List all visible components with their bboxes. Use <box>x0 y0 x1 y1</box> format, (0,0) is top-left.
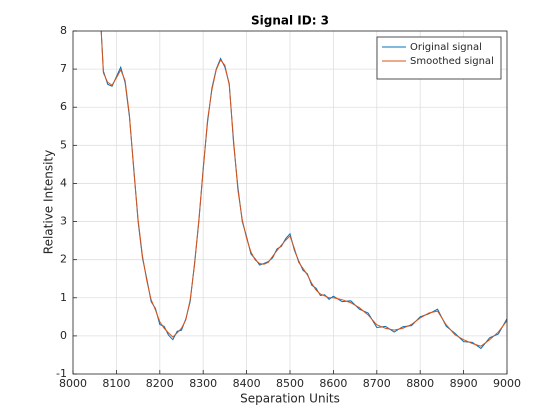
y-tick-label: 4 <box>60 176 67 189</box>
x-tick-label: 8800 <box>406 377 434 390</box>
y-tick-label: 2 <box>60 253 67 266</box>
series-line <box>100 31 507 347</box>
x-tick-label: 8200 <box>146 377 174 390</box>
x-tick-label: 8300 <box>189 377 217 390</box>
y-tick-label: 5 <box>60 138 67 151</box>
y-tick-label: 0 <box>60 329 67 342</box>
y-axis-label: Relative Intensity <box>42 150 56 254</box>
x-tick-label: 8900 <box>450 377 478 390</box>
y-tick-label: 1 <box>60 291 67 304</box>
x-tick-label: 8500 <box>276 377 304 390</box>
x-axis-label: Separation Units <box>240 392 340 406</box>
x-tick-label: 9000 <box>493 377 521 390</box>
x-tick-label: 8100 <box>102 377 130 390</box>
x-tick-label: 8700 <box>363 377 391 390</box>
y-tick-label: 3 <box>60 215 67 228</box>
legend-label: Smoothed signal <box>410 56 494 67</box>
x-tick-label: 8600 <box>319 377 347 390</box>
y-tick-label: 8 <box>60 24 67 37</box>
legend-box <box>376 36 502 80</box>
y-tick-label: 6 <box>60 100 67 113</box>
x-tick-label: 8000 <box>59 377 87 390</box>
y-tick-label: 7 <box>60 62 67 75</box>
y-tick-label: -1 <box>56 367 67 380</box>
chart-title: Signal ID: 3 <box>251 14 329 28</box>
x-tick-label: 8400 <box>233 377 261 390</box>
legend-label: Original signal <box>410 42 482 53</box>
